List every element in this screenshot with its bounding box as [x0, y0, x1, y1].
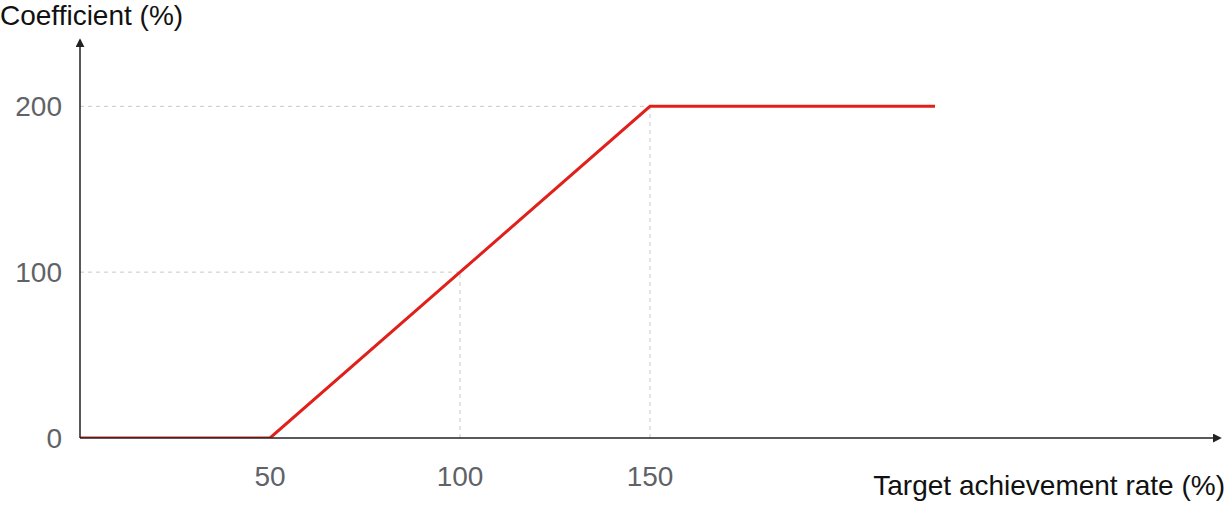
- svg-text:200: 200: [15, 91, 62, 122]
- svg-text:0: 0: [46, 423, 62, 454]
- svg-text:150: 150: [627, 461, 674, 492]
- html-text:Coefficient (%): Coefficient (%): [0, 0, 184, 31]
- svg-text:100: 100: [437, 461, 484, 492]
- svg-text:100: 100: [15, 257, 62, 288]
- html-text:Target achievement rate (%): Target achievement rate (%): [873, 470, 1225, 501]
- svg-text:50: 50: [254, 461, 285, 492]
